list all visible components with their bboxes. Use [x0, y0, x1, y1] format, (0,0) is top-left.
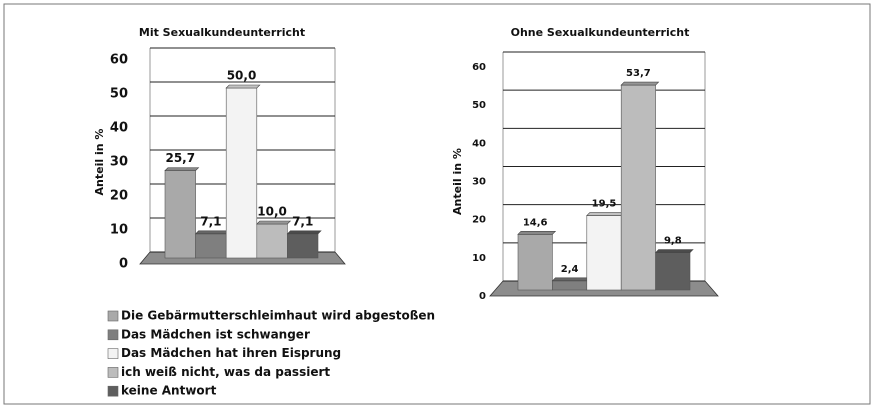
y-tick-label: 40 — [472, 138, 486, 149]
legend-label: keine Antwort — [121, 384, 217, 398]
y-tick-label: 0 — [479, 291, 486, 302]
bar-top — [194, 230, 230, 235]
bar-top — [256, 220, 292, 225]
y-tick-label: 20 — [110, 189, 128, 204]
y-tick-label: 10 — [110, 223, 128, 238]
y-tick-label: 10 — [472, 253, 486, 264]
legend-swatch — [107, 367, 119, 378]
y-tick-label: 60 — [110, 53, 128, 68]
y-tick-label: 40 — [110, 121, 128, 136]
legend-swatch — [107, 310, 119, 322]
value-label: 7,1 — [292, 214, 313, 228]
bar — [164, 170, 196, 259]
legend-label: Die Gebärmutterschleimhaut wird abgestoß… — [121, 309, 435, 323]
y-tick-label: 30 — [472, 177, 486, 188]
y-tick-label: 30 — [110, 155, 128, 170]
legend-label: Das Mädchen hat ihren Eisprung — [121, 346, 341, 360]
value-label: 53,7 — [626, 68, 651, 79]
bar — [655, 252, 691, 291]
value-label: 2,4 — [561, 264, 579, 275]
bar-top — [654, 249, 694, 253]
y-tick-label: 50 — [110, 87, 128, 102]
bar-top — [551, 277, 591, 282]
y-tick-label: 0 — [119, 257, 128, 272]
bar — [225, 87, 258, 259]
y-axis-label: Anteil in % — [451, 148, 464, 215]
legend-label: ich weiß nicht, was da passiert — [121, 365, 330, 379]
bar — [552, 280, 588, 291]
value-label: 19,5 — [592, 199, 617, 210]
frame — [3, 3, 871, 405]
chart-title: Ohne Sexualkundeunterricht — [511, 26, 690, 39]
y-tick-label: 50 — [472, 100, 486, 111]
y-axis-label: Anteil in % — [93, 129, 106, 196]
legend-swatch — [107, 348, 119, 359]
y-tick-label: 60 — [472, 62, 486, 73]
chart-title: Mit Sexualkundeunterricht — [139, 26, 305, 39]
value-label: 9,8 — [664, 236, 682, 247]
bar-top — [586, 212, 625, 216]
bar-top — [164, 167, 200, 171]
bar — [620, 84, 656, 291]
bar — [287, 233, 319, 259]
bar — [195, 233, 227, 259]
bar — [586, 215, 622, 291]
value-label: 25,7 — [165, 151, 195, 165]
y-tick-label: 20 — [472, 215, 486, 226]
bar — [256, 223, 288, 259]
bar — [517, 233, 553, 291]
bar-top — [517, 230, 557, 235]
legend-swatch — [107, 329, 119, 341]
bar-top — [225, 84, 261, 89]
value-label: 10,0 — [257, 205, 287, 219]
bar-top — [620, 81, 660, 86]
value-label: 7,1 — [200, 214, 221, 228]
bar-top — [286, 230, 322, 235]
legend-swatch — [107, 385, 119, 397]
value-label: 14,6 — [523, 217, 548, 228]
legend-label: Das Mädchen ist schwanger — [121, 327, 310, 341]
value-label: 50,0 — [227, 69, 257, 83]
